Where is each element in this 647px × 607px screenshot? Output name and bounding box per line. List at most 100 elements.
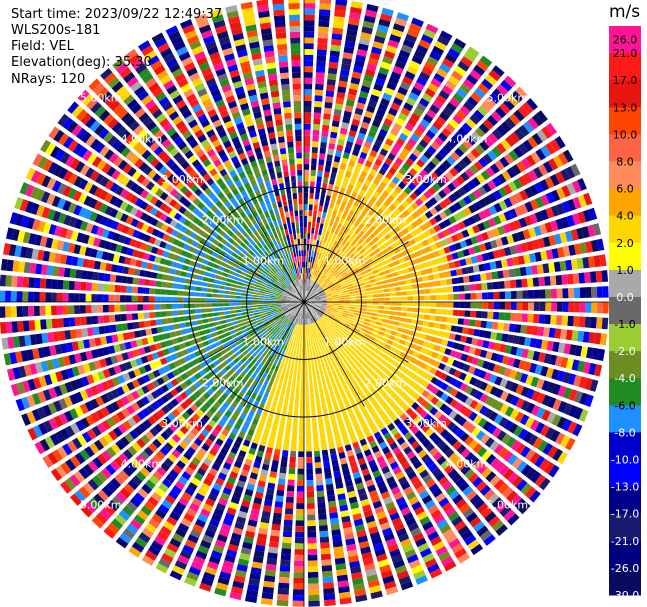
range-gate (377, 559, 390, 568)
range-gate (342, 521, 352, 529)
range-gate (340, 391, 347, 399)
range-gate (272, 314, 279, 318)
range-gate (347, 135, 355, 143)
range-gate (304, 129, 311, 136)
range-gate (511, 475, 523, 488)
range-gate (395, 296, 402, 301)
range-gate (189, 352, 197, 360)
range-gate (330, 395, 336, 402)
range-gate (533, 314, 540, 324)
range-gate (307, 285, 310, 291)
range-gate (471, 176, 481, 187)
range-gate (343, 306, 350, 309)
range-gate (565, 329, 573, 341)
range-gate (270, 344, 276, 351)
range-gate (452, 223, 461, 232)
range-gate (243, 374, 250, 382)
range-gate (304, 359, 308, 366)
range-gate (191, 413, 201, 422)
range-gate (479, 140, 490, 151)
range-gate (520, 446, 531, 458)
range-gate (398, 456, 408, 465)
range-gate (277, 328, 283, 334)
range-gate (258, 300, 264, 302)
range-gate (534, 251, 542, 262)
range-gate (316, 286, 322, 291)
range-gate (298, 353, 302, 360)
range-gate (415, 207, 424, 216)
range-gate (297, 457, 304, 463)
range-gate (163, 521, 175, 532)
range-gate (498, 200, 508, 211)
range-gate (365, 342, 372, 349)
range-gate (254, 491, 264, 499)
range-gate (548, 235, 557, 246)
range-gate (535, 148, 546, 161)
range-gate (447, 309, 454, 316)
range-gate (479, 529, 493, 542)
range-gate (514, 498, 527, 511)
range-gate (354, 328, 361, 333)
range-gate (475, 311, 482, 318)
range-gate (440, 175, 450, 185)
range-gate (7, 336, 15, 349)
range-gate (354, 477, 363, 485)
range-gate (374, 417, 383, 426)
range-gate (206, 524, 218, 533)
range-gate (571, 330, 579, 342)
range-gate (191, 457, 201, 466)
range-gate (305, 411, 310, 417)
range-gate (523, 121, 535, 134)
range-gate (440, 279, 447, 286)
range-gate (319, 318, 325, 324)
range-gate (409, 324, 417, 331)
range-gate (131, 304, 138, 311)
range-gate (308, 600, 320, 607)
range-gate (452, 114, 463, 125)
range-gate (311, 317, 315, 323)
range-gate (403, 394, 411, 403)
range-gate (335, 482, 344, 489)
range-gate (347, 183, 354, 191)
range-gate (304, 233, 307, 239)
range-gate (350, 350, 357, 357)
range-gate (39, 305, 46, 316)
range-gate (519, 189, 529, 201)
range-gate (160, 311, 167, 317)
range-gate (124, 433, 135, 444)
range-gate (432, 99, 444, 110)
range-gate (343, 342, 349, 349)
range-gate (568, 389, 578, 402)
range-gate (291, 439, 297, 446)
range-gate (343, 110, 352, 118)
range-gate (374, 338, 381, 344)
range-gate (326, 308, 332, 311)
range-gate (407, 436, 417, 445)
range-gate (489, 386, 499, 396)
range-gate (256, 330, 263, 336)
range-gate (290, 308, 296, 313)
range-gate (319, 291, 325, 295)
range-gate (281, 343, 286, 350)
range-gate (156, 273, 163, 280)
range-gate (348, 353, 354, 360)
range-gate (460, 335, 468, 343)
range-gate (128, 546, 142, 558)
range-gate (314, 306, 321, 309)
range-gate (442, 143, 453, 154)
range-gate (328, 273, 334, 279)
range-gate (468, 275, 476, 283)
range-gate (430, 376, 439, 385)
range-gate (147, 372, 156, 381)
range-gate (70, 455, 81, 468)
range-gate (344, 376, 350, 384)
range-gate (408, 91, 419, 102)
range-gate (444, 406, 453, 416)
range-gate (413, 480, 423, 490)
range-gate (232, 336, 240, 343)
range-gate (201, 282, 209, 287)
range-gate (527, 434, 538, 446)
range-gate (317, 37, 328, 45)
range-gate (240, 325, 247, 331)
range-gate (464, 396, 474, 407)
